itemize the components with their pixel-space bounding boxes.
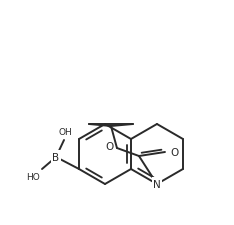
Text: HO: HO <box>26 172 40 181</box>
Text: OH: OH <box>58 127 72 136</box>
Text: O: O <box>106 141 114 151</box>
Text: O: O <box>170 147 178 157</box>
Text: N: N <box>153 179 161 189</box>
Text: B: B <box>52 152 60 162</box>
